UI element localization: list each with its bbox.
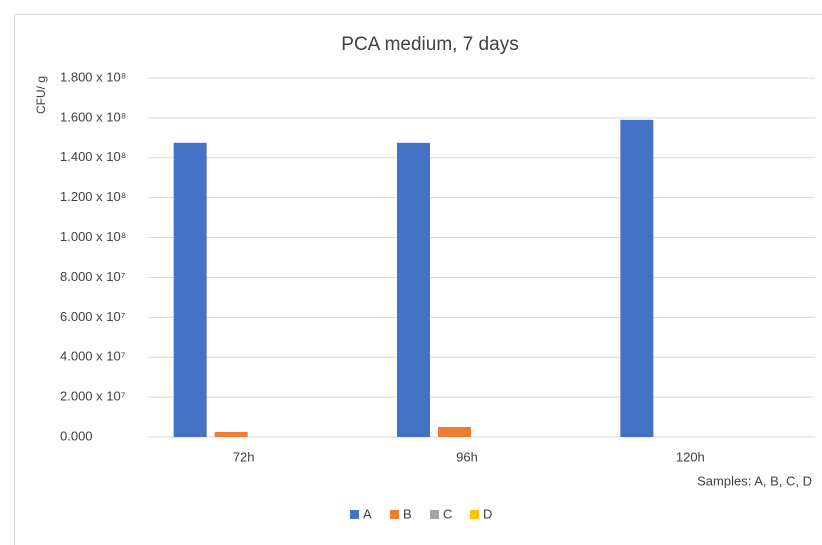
x-tick-label: 72h bbox=[233, 449, 255, 464]
chart-title: PCA medium, 7 days bbox=[341, 34, 518, 55]
y-tick-label: 1.600 x 10⁸ bbox=[60, 109, 126, 124]
y-tick-label: 1.400 x 10⁸ bbox=[60, 149, 126, 164]
legend-label: D bbox=[483, 506, 492, 521]
legend-swatch bbox=[430, 510, 439, 519]
legend-label: A bbox=[363, 506, 372, 521]
x-tick-label: 96h bbox=[456, 449, 478, 464]
legend-swatch bbox=[470, 510, 479, 519]
y-tick-label: 0.000 bbox=[60, 428, 93, 443]
bar bbox=[397, 142, 430, 437]
bar bbox=[620, 119, 654, 437]
x-tick-label: 120h bbox=[676, 449, 705, 464]
y-tick-label: 4.000 x 10⁷ bbox=[60, 349, 126, 364]
legend-label: C bbox=[443, 506, 452, 521]
y-tick-label: 1.800 x 10⁸ bbox=[60, 69, 126, 84]
y-axis-label: CFU/ g bbox=[34, 76, 48, 114]
legend-swatch bbox=[350, 510, 359, 519]
y-tick-label: 1.200 x 10⁸ bbox=[60, 189, 126, 204]
bar bbox=[214, 432, 248, 437]
bar bbox=[173, 142, 207, 437]
legend-label: B bbox=[403, 506, 412, 521]
y-tick-label: 2.000 x 10⁷ bbox=[60, 389, 126, 404]
annotation: Samples: A, B, C, D bbox=[697, 473, 812, 488]
legend-swatch bbox=[390, 510, 399, 519]
chart-frame bbox=[14, 14, 822, 545]
y-tick-label: 8.000 x 10⁷ bbox=[60, 269, 126, 284]
bar bbox=[438, 427, 471, 437]
y-tick-label: 1.000 x 10⁸ bbox=[60, 229, 126, 244]
y-tick-label: 6.000 x 10⁷ bbox=[60, 309, 126, 324]
